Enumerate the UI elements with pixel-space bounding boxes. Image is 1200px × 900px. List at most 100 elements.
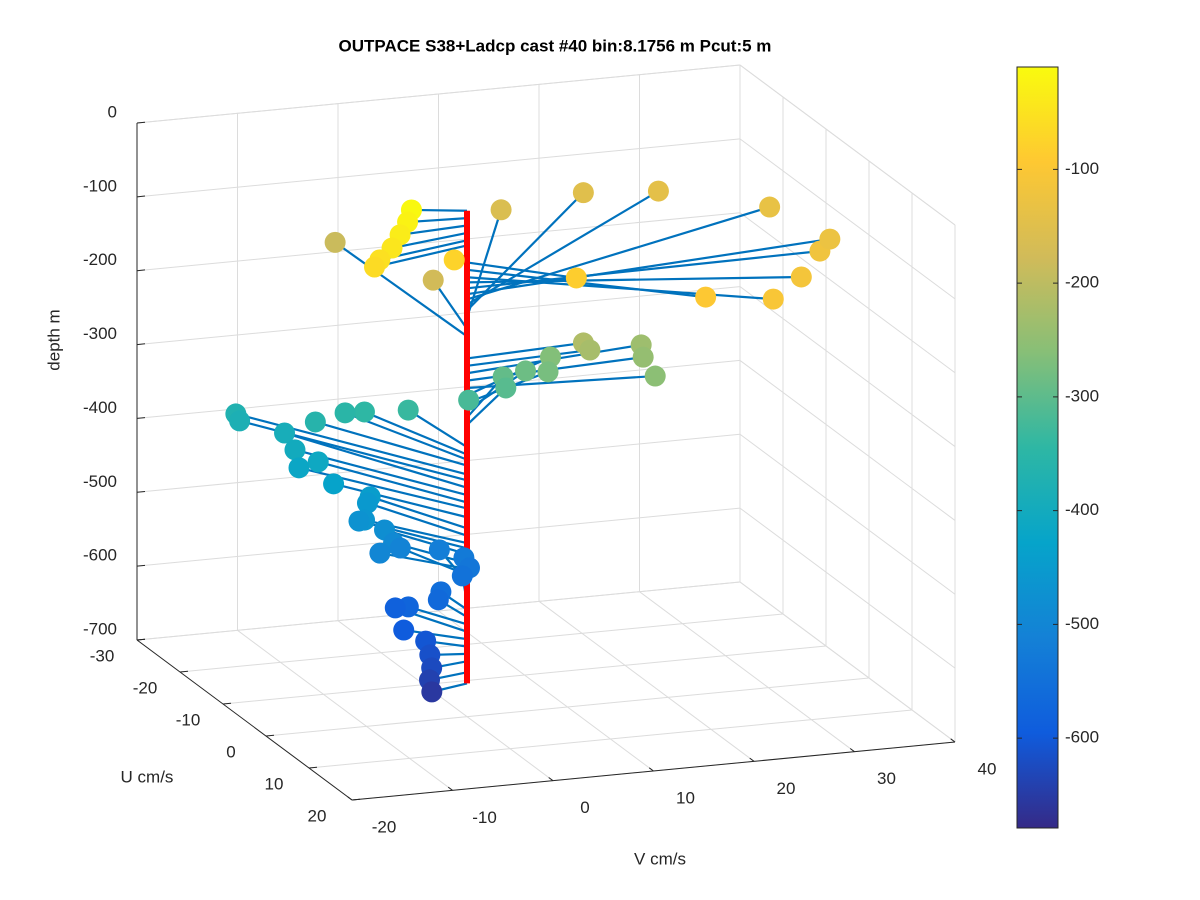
tick-mark (308, 766, 318, 769)
stick (399, 224, 468, 236)
box-edge (136, 64, 741, 124)
v-tick-label: 10 (676, 788, 695, 807)
point (324, 231, 346, 253)
tick-mark (648, 767, 654, 772)
grid-line (739, 507, 956, 669)
colorbar-tick-label: -500 (1065, 614, 1099, 633)
v-tick-label: 40 (978, 759, 997, 778)
stick (466, 268, 706, 299)
tick-mark (447, 786, 453, 791)
tick-mark (222, 702, 232, 705)
stick (391, 231, 468, 250)
stick (407, 409, 468, 449)
point (389, 537, 411, 559)
u-axis (136, 639, 353, 801)
u-tick-label: -30 (90, 646, 115, 665)
stick (403, 628, 468, 641)
point (572, 182, 594, 204)
point (695, 286, 717, 308)
u-tick-label: 20 (308, 806, 327, 825)
grid-line (639, 591, 855, 753)
z-tick-label: 0 (108, 102, 117, 121)
stick (466, 348, 591, 367)
z-tick-label: -200 (83, 250, 117, 269)
tick-mark (136, 121, 146, 124)
colorbar-tick-label: -200 (1065, 273, 1099, 292)
point (759, 196, 781, 218)
point (307, 451, 329, 473)
point (819, 228, 841, 250)
stick (315, 420, 468, 467)
point (393, 619, 415, 641)
z-tick-label: -400 (83, 398, 117, 417)
grid-line (538, 600, 755, 762)
point (579, 339, 601, 361)
point (537, 361, 559, 383)
point (495, 377, 517, 399)
tick-mark (265, 734, 275, 737)
grid-line (179, 613, 784, 673)
stick (466, 261, 577, 280)
tick-mark (136, 195, 146, 198)
colorbar-tick-label: -100 (1065, 159, 1099, 178)
colorbar-tick-label: -400 (1065, 500, 1099, 519)
point (490, 199, 512, 221)
v-tick-label: 20 (777, 779, 796, 798)
colorbar-tick-label: -300 (1065, 386, 1099, 405)
stick (235, 412, 468, 476)
point (427, 589, 449, 611)
tick-mark (548, 777, 554, 782)
grid-line (222, 645, 827, 705)
point (369, 542, 391, 564)
grid-line (337, 620, 554, 782)
point (323, 473, 345, 495)
grid-line (438, 610, 654, 772)
v-tick-label: -20 (372, 817, 397, 836)
colorbar-tick-label: -600 (1065, 728, 1099, 747)
point (515, 360, 536, 382)
point (353, 401, 375, 423)
point (451, 565, 473, 587)
stick (466, 190, 659, 306)
stick (466, 275, 802, 284)
u-tick-label: -10 (176, 710, 201, 729)
stick (284, 431, 468, 489)
grid-line (237, 629, 453, 791)
z-tick-label: -700 (83, 619, 117, 638)
point (565, 267, 587, 289)
stick (334, 241, 468, 338)
v-tick-label: -10 (472, 808, 497, 827)
v-tick-label: 30 (877, 769, 896, 788)
v-axis-label: V cm/s (634, 849, 686, 868)
stick (369, 495, 468, 530)
z-axis-label: depth m (44, 309, 63, 370)
point (421, 681, 443, 703)
stick (298, 466, 468, 510)
grid-line (739, 581, 956, 743)
point (364, 256, 386, 278)
u-tick-label: -20 (133, 678, 158, 697)
grid-line (136, 581, 741, 641)
tick-mark (136, 343, 146, 346)
tick-mark (849, 748, 855, 753)
tick-mark (347, 796, 353, 801)
plot-area (225, 180, 841, 703)
point (356, 492, 378, 514)
stick (364, 410, 468, 456)
point (458, 389, 480, 411)
grid-line (308, 709, 913, 769)
stick (465, 209, 503, 319)
tick-mark (136, 269, 146, 272)
grid-line (739, 286, 956, 447)
tick-mark (749, 757, 755, 762)
stick (466, 205, 770, 301)
point (422, 269, 444, 291)
grid-line (739, 360, 956, 521)
stick (466, 341, 584, 360)
stick (317, 460, 468, 504)
point (428, 539, 450, 561)
tick-mark (179, 670, 189, 673)
v-tick-label: 0 (580, 798, 589, 817)
colorbar (1016, 66, 1059, 829)
